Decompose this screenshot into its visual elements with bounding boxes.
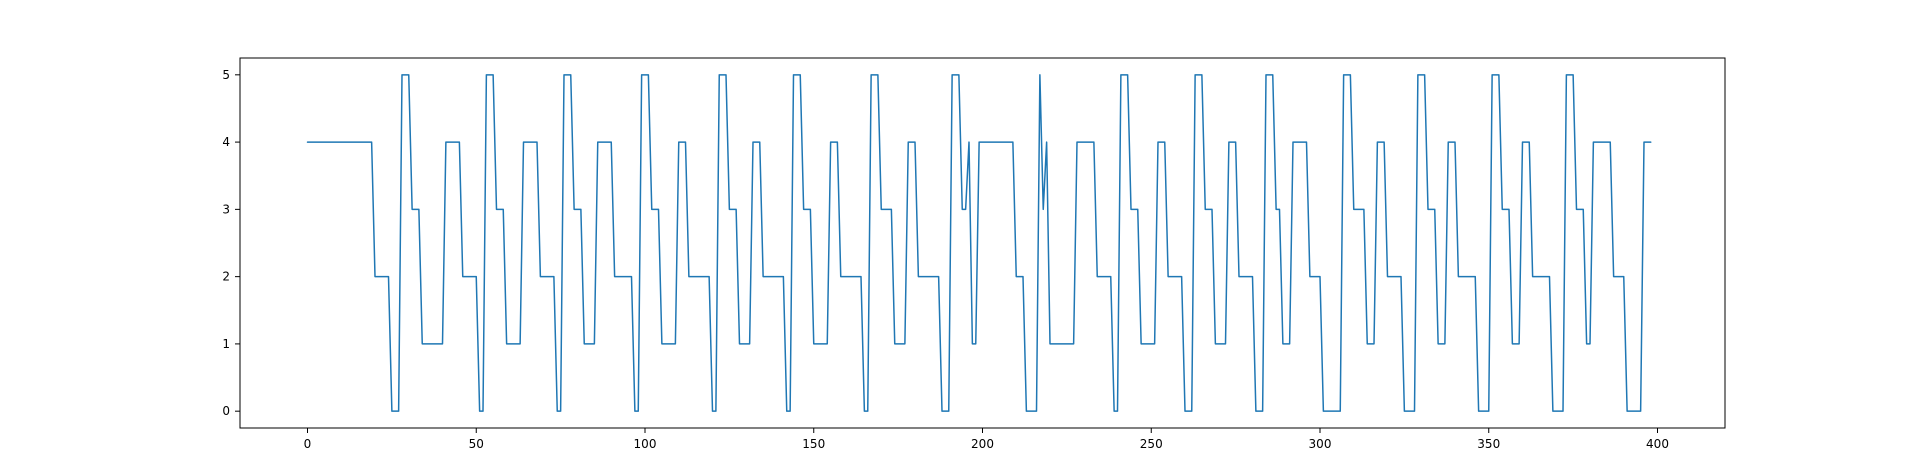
y-tick-label: 4 <box>222 135 230 149</box>
x-tick-label: 0 <box>304 437 312 451</box>
series-layer <box>306 74 1652 412</box>
y-tick-label: 0 <box>222 404 230 418</box>
y-tick-label: 3 <box>222 202 230 216</box>
x-tick-label: 400 <box>1646 437 1669 451</box>
x-tick-label: 200 <box>971 437 994 451</box>
x-axis-ticks: 0 50 100 150 200 250 300 350 400 <box>304 428 1669 451</box>
x-tick-label: 300 <box>1309 437 1332 451</box>
x-tick-label: 350 <box>1477 437 1500 451</box>
x-tick-label: 250 <box>1140 437 1163 451</box>
x-tick-label: 100 <box>634 437 657 451</box>
y-axis-ticks: 0 1 2 3 4 5 <box>222 68 240 418</box>
series-line-0 <box>306 74 1652 412</box>
axes-frame <box>239 57 1726 429</box>
y-tick-label: 5 <box>222 68 230 82</box>
x-tick-label: 150 <box>802 437 825 451</box>
x-tick-label: 50 <box>469 437 484 451</box>
y-tick-label: 1 <box>222 337 230 351</box>
plot-area <box>240 58 1725 428</box>
y-tick-label: 2 <box>222 270 230 284</box>
